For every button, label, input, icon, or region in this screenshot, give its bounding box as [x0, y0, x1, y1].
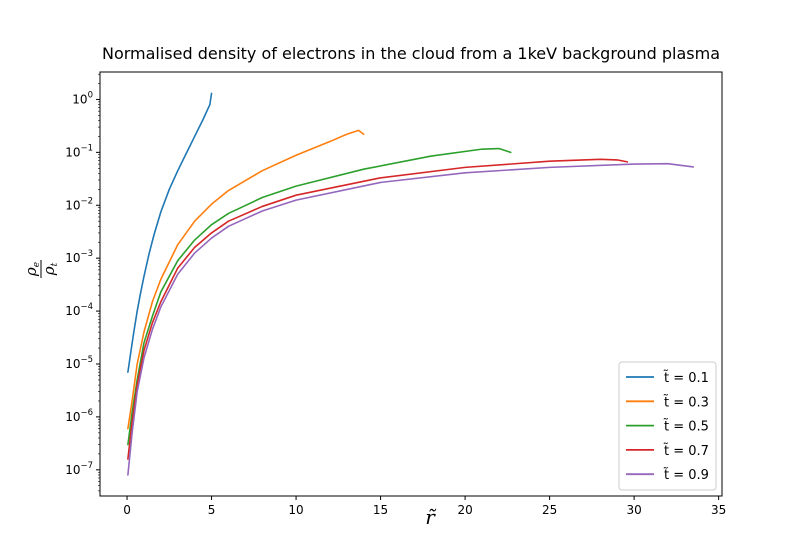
y-label-numerator: ρ [22, 267, 40, 277]
y-tick-label: 10−1 [65, 143, 93, 159]
x-tick-label: 10 [288, 503, 303, 517]
y-tick-label: 100 [72, 90, 93, 106]
x-tick-label: 35 [711, 503, 726, 517]
plot-area [127, 92, 695, 476]
x-axis: 0 5 10 15 20 25 30 35 [123, 496, 726, 517]
series-layer [127, 92, 695, 476]
y-axis: 100 10−1 10−2 10−3 10−4 10−5 10−6 10−7 [65, 73, 100, 492]
plot-frame [99, 71, 723, 497]
y-label-denominator: ρ [40, 266, 58, 276]
x-tick-label: 15 [373, 503, 388, 517]
x-axis-label: r̃ [425, 505, 437, 529]
y-label-numerator-sub: e [32, 262, 42, 267]
y-axis-label: ρe ρt [22, 260, 60, 278]
svg-text:ρt: ρt [40, 262, 60, 276]
legend-label: t̃ = 0.5 [663, 419, 709, 434]
svg-text:ρe: ρe [22, 262, 42, 277]
x-tick-label: 30 [626, 503, 641, 517]
series-line-3 [127, 147, 512, 446]
chart-title: Normalised density of electrons in the c… [102, 44, 720, 63]
y-tick-label: 10−3 [65, 249, 93, 265]
legend-box [618, 361, 717, 491]
series-line-2 [127, 129, 365, 430]
series-line-5 [127, 162, 695, 476]
legend-label: t̃ = 0.3 [663, 395, 709, 410]
x-tick-label: 5 [208, 503, 216, 517]
series-line-4 [127, 158, 629, 460]
legend-label: t̃ = 0.1 [663, 371, 709, 386]
y-tick-label: 10−6 [65, 408, 93, 424]
y-tick-label: 10−4 [65, 302, 93, 318]
x-tick-label: 20 [457, 503, 472, 517]
y-tick-label: 10−2 [65, 196, 93, 212]
y-tick-label: 10−5 [65, 355, 93, 371]
x-tick-label: 0 [123, 503, 131, 517]
legend-label: t̃ = 0.7 [663, 444, 709, 459]
series-line-1 [127, 92, 213, 373]
y-label-denominator-sub: t [50, 262, 60, 266]
y-tick-label: 10−7 [65, 461, 93, 477]
legend-label: t̃ = 0.9 [663, 468, 709, 483]
x-tick-label: 25 [542, 503, 557, 517]
legend: t̃ = 0.1 t̃ = 0.3 t̃ = 0.5 t̃ = 0.7 t̃ = 0.9 [618, 361, 717, 491]
